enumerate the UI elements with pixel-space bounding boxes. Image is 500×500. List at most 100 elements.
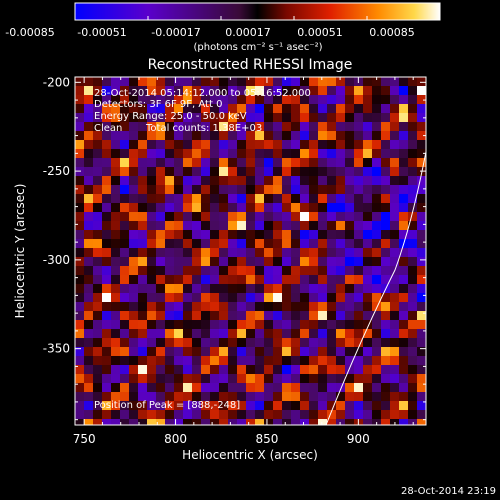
heatmap-cell xyxy=(192,311,201,320)
heatmap-cell xyxy=(75,266,84,275)
heatmap-cell xyxy=(165,122,174,131)
heatmap-cell xyxy=(165,257,174,266)
heatmap-cell xyxy=(102,113,111,122)
heatmap-cell xyxy=(246,338,255,347)
heatmap-cell xyxy=(273,248,282,257)
heatmap-cell xyxy=(201,149,210,158)
heatmap-cell xyxy=(336,185,345,194)
heatmap-cell xyxy=(84,95,93,104)
heatmap-cell xyxy=(102,419,111,425)
heatmap-cell xyxy=(345,131,354,140)
heatmap-cell xyxy=(417,95,426,104)
heatmap-cell xyxy=(282,140,291,149)
heatmap-cell xyxy=(309,149,318,158)
heatmap-cell xyxy=(381,419,390,425)
heatmap-cell xyxy=(408,392,417,401)
heatmap-cell xyxy=(273,86,282,95)
heatmap-cell xyxy=(390,203,399,212)
heatmap-cell xyxy=(174,221,183,230)
heatmap-cell xyxy=(255,167,264,176)
heatmap-cell xyxy=(111,131,120,140)
heatmap-cell xyxy=(399,104,408,113)
heatmap-cell xyxy=(282,212,291,221)
heatmap-cell xyxy=(327,293,336,302)
heatmap-cell xyxy=(381,95,390,104)
heatmap-cell xyxy=(84,293,93,302)
heatmap-cell xyxy=(327,203,336,212)
heatmap-cell xyxy=(165,167,174,176)
heatmap-cell xyxy=(219,320,228,329)
heatmap-cell xyxy=(129,131,138,140)
heatmap-cell xyxy=(102,374,111,383)
heatmap-cell xyxy=(372,140,381,149)
heatmap-cell xyxy=(273,167,282,176)
heatmap-cell xyxy=(183,149,192,158)
heatmap-cell xyxy=(120,419,129,425)
heatmap-cell xyxy=(129,176,138,185)
heatmap-cell xyxy=(282,311,291,320)
heatmap-cell xyxy=(102,365,111,374)
heatmap-cell xyxy=(174,194,183,203)
heatmap-cell xyxy=(291,338,300,347)
heatmap-cell xyxy=(354,104,363,113)
heatmap-cell xyxy=(255,338,264,347)
heatmap-cell xyxy=(327,140,336,149)
heatmap-cell xyxy=(102,167,111,176)
heatmap-cell xyxy=(309,221,318,230)
heatmap-cell xyxy=(282,302,291,311)
heatmap-cell xyxy=(192,203,201,212)
heatmap-cell xyxy=(417,365,426,374)
heatmap-cell xyxy=(210,239,219,248)
heatmap-cell xyxy=(408,203,417,212)
heatmap-cell xyxy=(291,419,300,425)
heatmap-cell xyxy=(300,338,309,347)
heatmap-cell xyxy=(336,203,345,212)
heatmap-cell xyxy=(120,347,129,356)
heatmap-cell xyxy=(165,365,174,374)
heatmap-cell xyxy=(93,383,102,392)
heatmap-cell xyxy=(381,392,390,401)
heatmap-cell xyxy=(183,275,192,284)
heatmap-cell xyxy=(192,194,201,203)
heatmap-cell xyxy=(264,347,273,356)
heatmap-cell xyxy=(282,347,291,356)
heatmap-cell xyxy=(417,176,426,185)
heatmap-cell xyxy=(84,275,93,284)
heatmap-cell xyxy=(300,158,309,167)
heatmap-cell xyxy=(318,320,327,329)
heatmap-cell xyxy=(237,140,246,149)
heatmap-cell xyxy=(219,95,228,104)
heatmap-cell xyxy=(372,293,381,302)
heatmap-cell xyxy=(120,131,129,140)
heatmap-cell xyxy=(390,293,399,302)
heatmap-cell xyxy=(129,311,138,320)
heatmap-cell xyxy=(147,257,156,266)
heatmap-cell xyxy=(120,221,129,230)
heatmap-cell xyxy=(354,338,363,347)
heatmap-cell xyxy=(174,374,183,383)
heatmap-cell xyxy=(282,185,291,194)
heatmap-cell xyxy=(327,185,336,194)
heatmap-cell xyxy=(84,239,93,248)
heatmap-cell xyxy=(309,347,318,356)
heatmap-cell xyxy=(372,410,381,419)
heatmap-cell xyxy=(93,248,102,257)
heatmap-cell xyxy=(309,77,318,86)
heatmap-cell xyxy=(336,149,345,158)
heatmap-cell xyxy=(381,374,390,383)
heatmap-cell xyxy=(120,248,129,257)
heatmap-cell xyxy=(165,176,174,185)
heatmap-cell xyxy=(129,95,138,104)
heatmap-cell xyxy=(201,140,210,149)
heatmap-cell xyxy=(111,167,120,176)
heatmap-cell xyxy=(84,167,93,176)
heatmap-cell xyxy=(327,131,336,140)
heatmap-cell xyxy=(228,383,237,392)
heatmap-cell xyxy=(93,356,102,365)
heatmap-cell xyxy=(273,293,282,302)
heatmap-cell xyxy=(381,356,390,365)
heatmap-cell xyxy=(381,230,390,239)
heatmap-cell xyxy=(354,203,363,212)
heatmap-cell xyxy=(129,266,138,275)
heatmap-cell xyxy=(219,167,228,176)
